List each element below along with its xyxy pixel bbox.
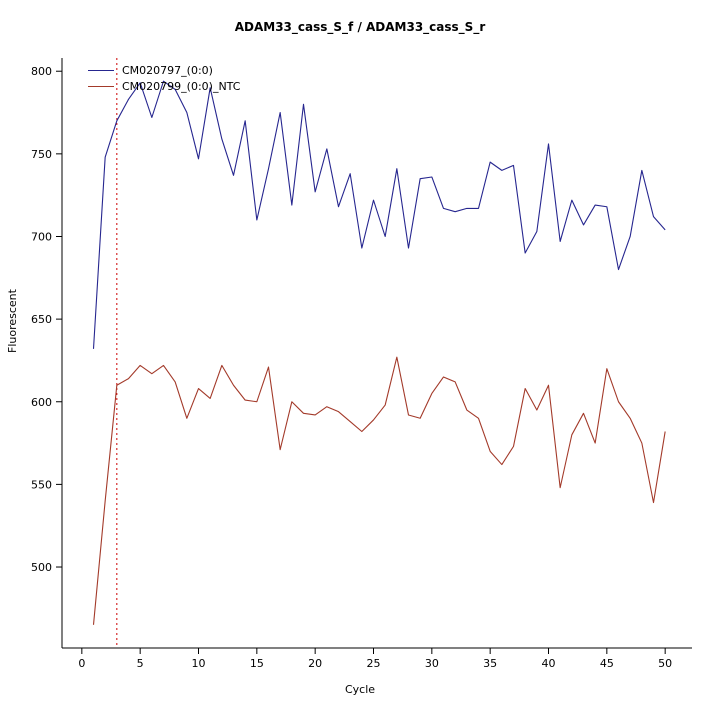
x-tick-label: 45	[600, 657, 614, 670]
x-tick-label: 10	[192, 657, 206, 670]
y-tick-label: 550	[31, 478, 52, 491]
x-tick-label: 5	[137, 657, 144, 670]
x-tick-label: 25	[367, 657, 381, 670]
y-tick-label: 750	[31, 148, 52, 161]
x-axis-label: Cycle	[344, 683, 376, 696]
legend-label: CM020799_(0:0)_NTC	[122, 80, 241, 93]
x-tick-label: 35	[483, 657, 497, 670]
x-tick-label: 50	[658, 657, 672, 670]
legend-entry: CM020797_(0:0)	[88, 64, 240, 77]
series-line-0	[92, 80, 666, 349]
y-tick-label: 600	[31, 396, 52, 409]
y-tick-label: 500	[31, 561, 52, 574]
legend-label: CM020797_(0:0)	[122, 64, 213, 77]
chart-title: ADAM33_cass_S_f / ADAM33_cass_S_r	[234, 20, 486, 34]
y-tick-label: 650	[31, 313, 52, 326]
x-tick-label: 0	[78, 657, 85, 670]
y-tick-label: 800	[31, 65, 52, 78]
x-tick-label: 30	[425, 657, 439, 670]
x-tick-label: 40	[542, 657, 556, 670]
legend-line-swatch	[88, 70, 114, 71]
y-axis-label: Fluorescent	[6, 289, 19, 353]
x-tick-label: 20	[308, 657, 322, 670]
y-tick-label: 700	[31, 230, 52, 243]
series-line-1	[92, 356, 666, 625]
legend-entry: CM020799_(0:0)_NTC	[88, 80, 240, 93]
legend: CM020797_(0:0) CM020799_(0:0)_NTC	[88, 64, 240, 93]
x-tick-label: 15	[250, 657, 264, 670]
legend-line-swatch	[88, 86, 114, 87]
